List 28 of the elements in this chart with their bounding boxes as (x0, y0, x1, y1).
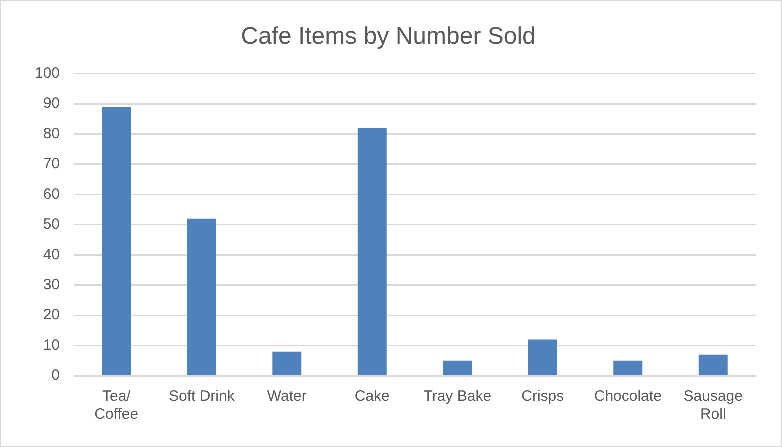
bar (187, 218, 216, 376)
y-tick-label: 50 (43, 216, 60, 234)
x-tick-label: Tea/ Coffee (94, 388, 139, 424)
y-tick-label: 90 (43, 95, 60, 112)
bar (102, 107, 132, 376)
x-tick-label: Soft Drink (168, 388, 236, 406)
y-tick-label: 40 (43, 246, 60, 264)
y-tick-label: 30 (43, 276, 60, 294)
x-tick-label: Cake (354, 388, 390, 406)
x-tick-label: Water (267, 388, 307, 406)
y-tick-label: 100 (34, 64, 60, 82)
bar (698, 354, 728, 376)
y-tick-label: 10 (43, 336, 60, 354)
x-tick-label: Crisps (522, 388, 564, 406)
x-tick-label: Chocolate (594, 388, 662, 406)
bar (528, 340, 558, 376)
bar (614, 360, 643, 376)
y-tick-label: 60 (43, 186, 60, 203)
y-tick-label: 0 (52, 367, 60, 384)
x-tick-label: Tray Bake (424, 388, 492, 406)
bar (272, 352, 302, 376)
bar (358, 128, 387, 376)
chart-title: Cafe Items by Number Sold (241, 23, 536, 50)
x-tick-label: Sausage Roll (684, 388, 743, 424)
y-tick-label: 80 (43, 125, 60, 142)
y-tick-label: 20 (43, 306, 60, 324)
y-tick-label: 70 (43, 156, 60, 173)
bar (443, 360, 472, 376)
